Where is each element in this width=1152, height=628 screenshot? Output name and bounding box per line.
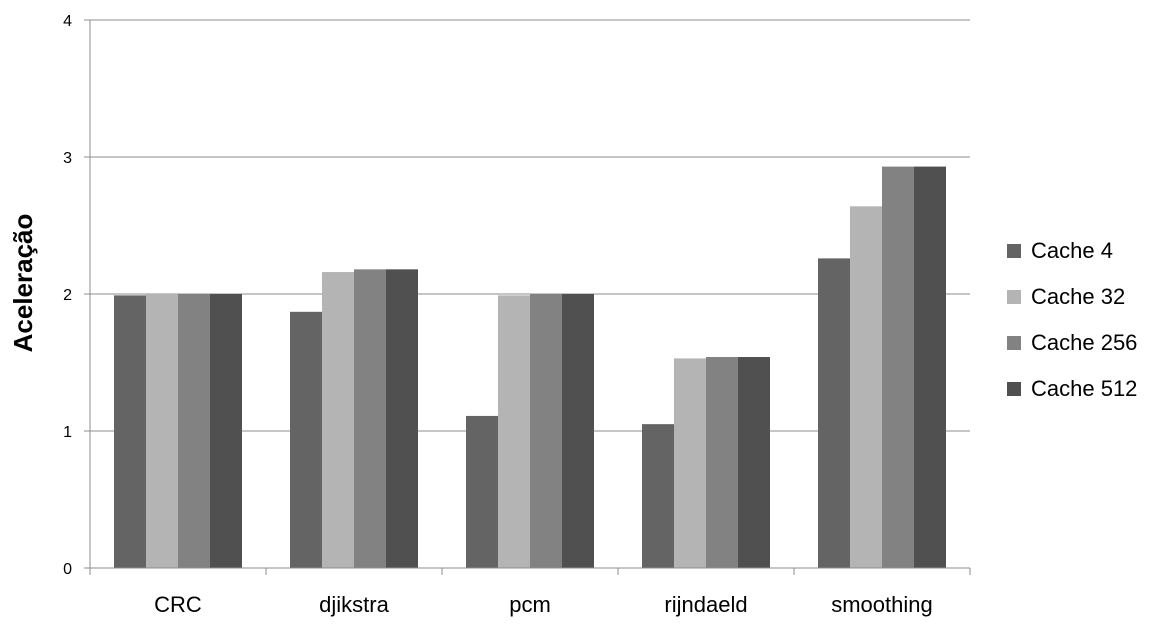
x-category-label: djikstra xyxy=(319,592,389,617)
legend-swatch xyxy=(1007,382,1021,396)
x-category-label: rijndaeld xyxy=(664,592,747,617)
y-tick-label: 2 xyxy=(63,287,72,304)
legend-swatch xyxy=(1007,244,1021,258)
y-tick-label: 3 xyxy=(63,150,72,167)
legend-swatch xyxy=(1007,336,1021,350)
bar-crc-cache-4 xyxy=(114,295,146,568)
x-category-label: CRC xyxy=(154,592,202,617)
y-axis-ticks: 0 1 2 3 4 xyxy=(63,13,90,578)
bar-crc-cache-32 xyxy=(146,294,178,568)
y-tick-label: 0 xyxy=(63,561,72,578)
bar-rijndaeld-cache-32 xyxy=(674,358,706,568)
legend-label: Cache 512 xyxy=(1031,376,1137,401)
bar-rijndaeld-cache-4 xyxy=(642,424,674,568)
axes xyxy=(89,20,971,575)
bar-crc-cache-512 xyxy=(210,294,242,568)
legend-label: Cache 32 xyxy=(1031,284,1125,309)
bar-pcm-cache-4 xyxy=(466,415,498,568)
bar-rijndaeld-cache-512 xyxy=(738,357,770,568)
x-axis-labels: CRC djikstra pcm rijndaeld smoothing xyxy=(154,592,933,617)
y-tick-label: 4 xyxy=(63,13,72,30)
bar-rijndaeld-cache-256 xyxy=(706,357,738,568)
bar-pcm-cache-512 xyxy=(562,294,594,568)
bar-crc-cache-256 xyxy=(178,294,210,568)
bar-djikstra-cache-256 xyxy=(354,269,386,568)
bar-pcm-cache-256 xyxy=(530,294,562,568)
legend-label: Cache 4 xyxy=(1031,238,1113,263)
legend-label: Cache 256 xyxy=(1031,330,1137,355)
bar-smoothing-cache-512 xyxy=(914,166,946,568)
bar-pcm-cache-32 xyxy=(498,295,530,568)
legend-swatch xyxy=(1007,290,1021,304)
bar-smoothing-cache-32 xyxy=(850,206,882,568)
bars xyxy=(114,166,946,568)
x-category-label: pcm xyxy=(509,592,551,617)
x-category-label: smoothing xyxy=(831,592,933,617)
legend: Cache 4 Cache 32 Cache 256 Cache 512 xyxy=(1007,238,1137,401)
bar-djikstra-cache-4 xyxy=(290,311,322,568)
y-axis-label: Aceleração xyxy=(8,214,38,353)
y-tick-label: 1 xyxy=(63,424,72,441)
bar-djikstra-cache-512 xyxy=(386,269,418,568)
bar-smoothing-cache-4 xyxy=(818,258,850,568)
bar-smoothing-cache-256 xyxy=(882,166,914,568)
bar-djikstra-cache-32 xyxy=(322,272,354,568)
